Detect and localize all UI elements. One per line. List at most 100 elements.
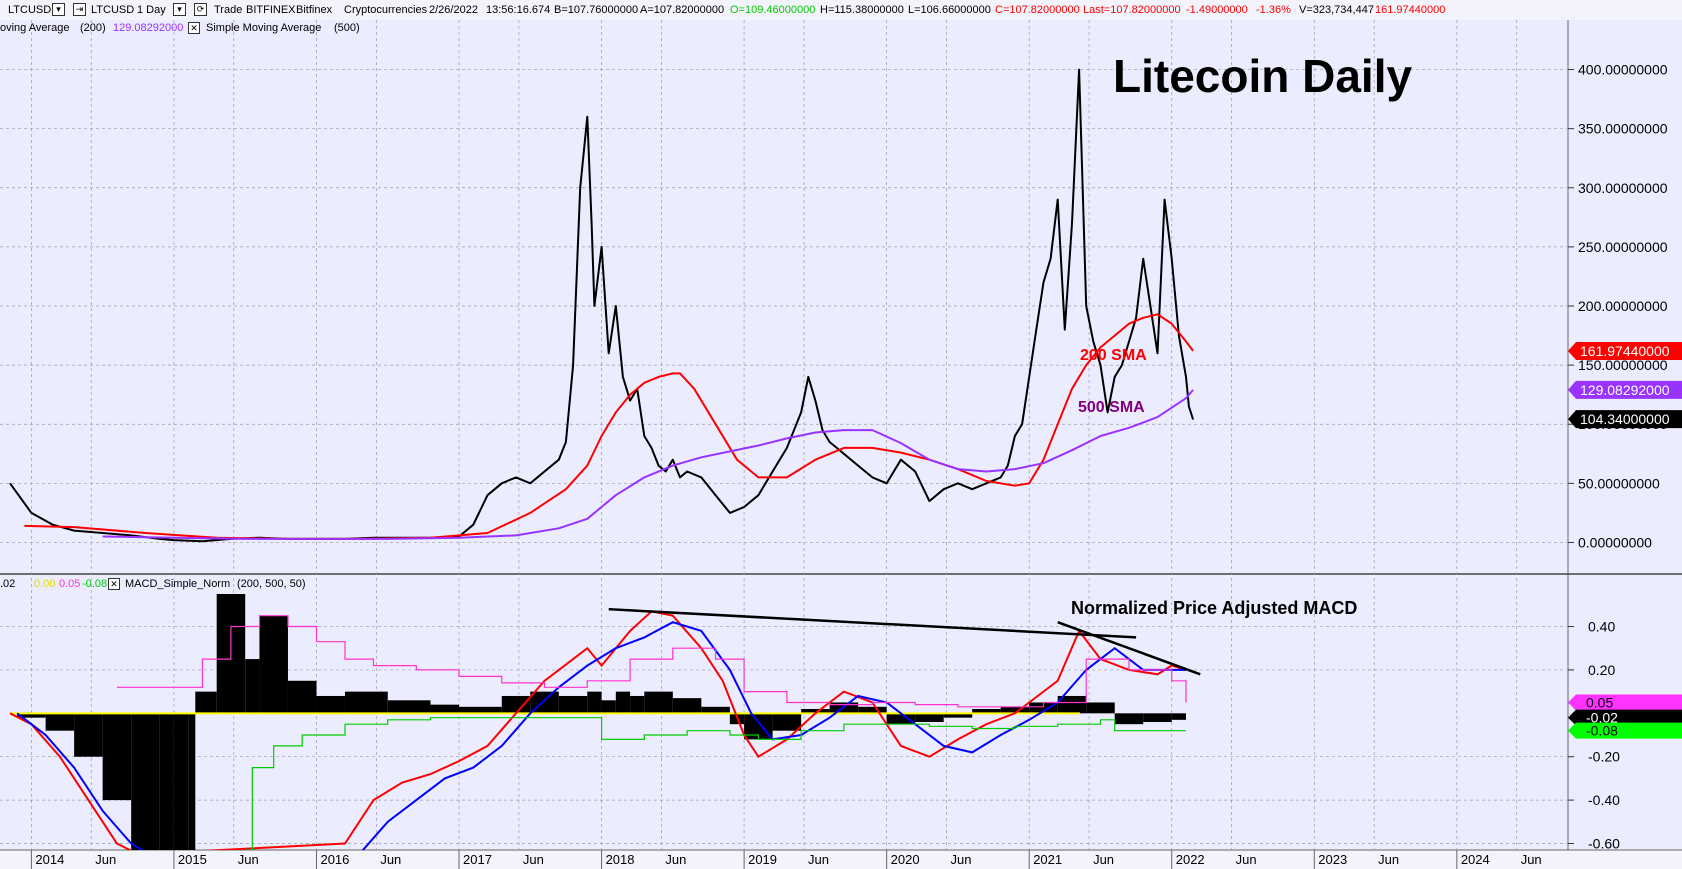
- value-tag-label: -0.02: [1586, 710, 1618, 726]
- histogram-bar: [245, 659, 260, 714]
- y-tick-label: 50.00000000: [1578, 475, 1660, 491]
- exchange-label: BITFINEX: [246, 4, 296, 16]
- value-tag-label: 0.05: [1586, 694, 1613, 710]
- histogram-bar: [173, 713, 189, 850]
- chart-title: Litecoin Daily: [1113, 50, 1412, 102]
- histogram-bar: [501, 695, 531, 714]
- macd-legend-params: (200, 500, 50): [237, 578, 306, 590]
- histogram-bar: [886, 713, 916, 725]
- sma200-legend-value: 129.08292000: [113, 22, 184, 34]
- y-tick-label: 150.00000000: [1578, 357, 1668, 373]
- interval-label[interactable]: 1 Day: [137, 4, 166, 16]
- exchange-name-label: Bitfinex: [296, 4, 333, 16]
- symbol-dropdown-icon[interactable]: ▾: [52, 3, 65, 16]
- macd-legend-value-2: 0.00: [34, 578, 56, 590]
- ask-label: A=107.82000000: [640, 4, 725, 16]
- histogram-bar: [615, 691, 631, 714]
- y-tick-label: 250.00000000: [1578, 239, 1668, 255]
- histogram-bar: [858, 706, 887, 714]
- x-tick-label: 2016: [320, 852, 349, 867]
- histogram-bar: [45, 713, 75, 731]
- bid-label: B=107.76000000: [554, 4, 639, 16]
- open-label: O=109.46000000: [730, 4, 816, 16]
- sma200-line: [24, 313, 1194, 540]
- x-tick-label: 2023: [1318, 852, 1347, 867]
- x-tick-label: Jun: [1236, 852, 1257, 867]
- sma500-line: [102, 389, 1194, 540]
- low-label: L=106.66000000: [908, 4, 991, 16]
- interval-dropdown-icon[interactable]: ▾: [173, 3, 186, 16]
- x-tick-label: 2021: [1033, 852, 1062, 867]
- link-icon[interactable]: ⇥: [73, 3, 86, 16]
- volume-label: V=323,734,447: [1299, 4, 1374, 16]
- macd-title: Normalized Price Adjusted MACD: [1071, 598, 1357, 618]
- histogram-bar: [1114, 713, 1144, 725]
- lower-band-line: [245, 717, 1186, 850]
- y-tick-label: -0.40: [1588, 792, 1620, 808]
- x-tick-label: Jun: [95, 852, 116, 867]
- close-label: C=107.82000000: [995, 4, 1080, 16]
- histogram-bar: [188, 713, 196, 850]
- price-tag: [1568, 410, 1682, 429]
- symbol-label[interactable]: LTCUSD: [8, 4, 52, 16]
- change-label: -1.49000000: [1186, 4, 1248, 16]
- histogram-bar: [1057, 695, 1087, 714]
- histogram-bar: [1000, 706, 1030, 714]
- histogram-bar: [644, 691, 673, 714]
- y-tick-label: 0.20: [1588, 662, 1615, 678]
- x-tick-label: 2014: [35, 852, 64, 867]
- y-tick-label: -0.60: [1588, 835, 1620, 851]
- price-tag: [1568, 341, 1682, 360]
- sma200-legend-label: oving Average: [0, 22, 70, 34]
- x-tick-label: Jun: [523, 852, 544, 867]
- y-tick-label: 200.00000000: [1578, 298, 1668, 314]
- x-tick-label: Jun: [1093, 852, 1114, 867]
- histogram-bar: [195, 691, 217, 714]
- histogram-bar: [17, 713, 46, 718]
- y-tick-label: 0.00000000: [1578, 534, 1652, 550]
- symbol-label-2[interactable]: LTCUSD: [91, 4, 135, 16]
- upper-band-line: [116, 615, 1187, 708]
- sma500-legend-length: (500): [334, 22, 360, 34]
- histogram-bar: [1143, 713, 1172, 722]
- y-tick-label: 350.00000000: [1578, 121, 1668, 137]
- time-axis-background: [0, 850, 1682, 869]
- toolbar: LTCUSD ▾ ⇥ LTCUSD 1 Day ▾ ⟳ Trade BITFIN…: [0, 0, 1682, 20]
- histogram-bar: [801, 708, 830, 714]
- x-tick-label: 2020: [891, 852, 920, 867]
- histogram-bar: [972, 708, 1001, 714]
- trendline: [1057, 621, 1201, 676]
- price-pane: [9, 68, 1195, 543]
- histogram-bar: [287, 680, 317, 714]
- macd-legend-value-3: 0.05: [59, 578, 81, 590]
- x-tick-label: Jun: [1378, 852, 1399, 867]
- histogram-bar: [459, 706, 502, 714]
- signal-line: [16, 621, 1186, 850]
- sma200-legend-length: (200): [80, 22, 106, 34]
- x-tick-label: Jun: [808, 852, 829, 867]
- histogram-bar: [1086, 702, 1115, 714]
- price-tag-label: 104.34000000: [1580, 411, 1670, 427]
- histogram-bar: [430, 704, 460, 714]
- close-icon[interactable]: ✕: [108, 578, 120, 590]
- x-tick-label: 2024: [1461, 852, 1490, 867]
- high-label: H=115.38000000: [820, 4, 904, 16]
- histogram-bar: [601, 700, 616, 714]
- value-tag: [1568, 694, 1682, 711]
- refresh-icon[interactable]: ⟳: [194, 3, 207, 16]
- histogram-bar: [102, 713, 132, 801]
- y-tick-label: 300.00000000: [1578, 180, 1668, 196]
- close-icon[interactable]: ✕: [188, 22, 200, 34]
- extra-value-label: 161.97440000: [1375, 4, 1446, 16]
- y-tick-label: 400.00000000: [1578, 62, 1668, 78]
- time-label: 13:56:16.674: [486, 4, 551, 16]
- price-tag-label: 129.08292000: [1580, 382, 1670, 398]
- x-tick-label: Jun: [665, 852, 686, 867]
- macd-legend-value-1: .02: [0, 578, 16, 590]
- trade-label[interactable]: Trade: [214, 4, 243, 16]
- trendline: [608, 607, 1137, 639]
- x-tick-label: 2019: [748, 852, 777, 867]
- x-tick-label: 2015: [178, 852, 207, 867]
- y-tick-label: -0.20: [1588, 749, 1620, 765]
